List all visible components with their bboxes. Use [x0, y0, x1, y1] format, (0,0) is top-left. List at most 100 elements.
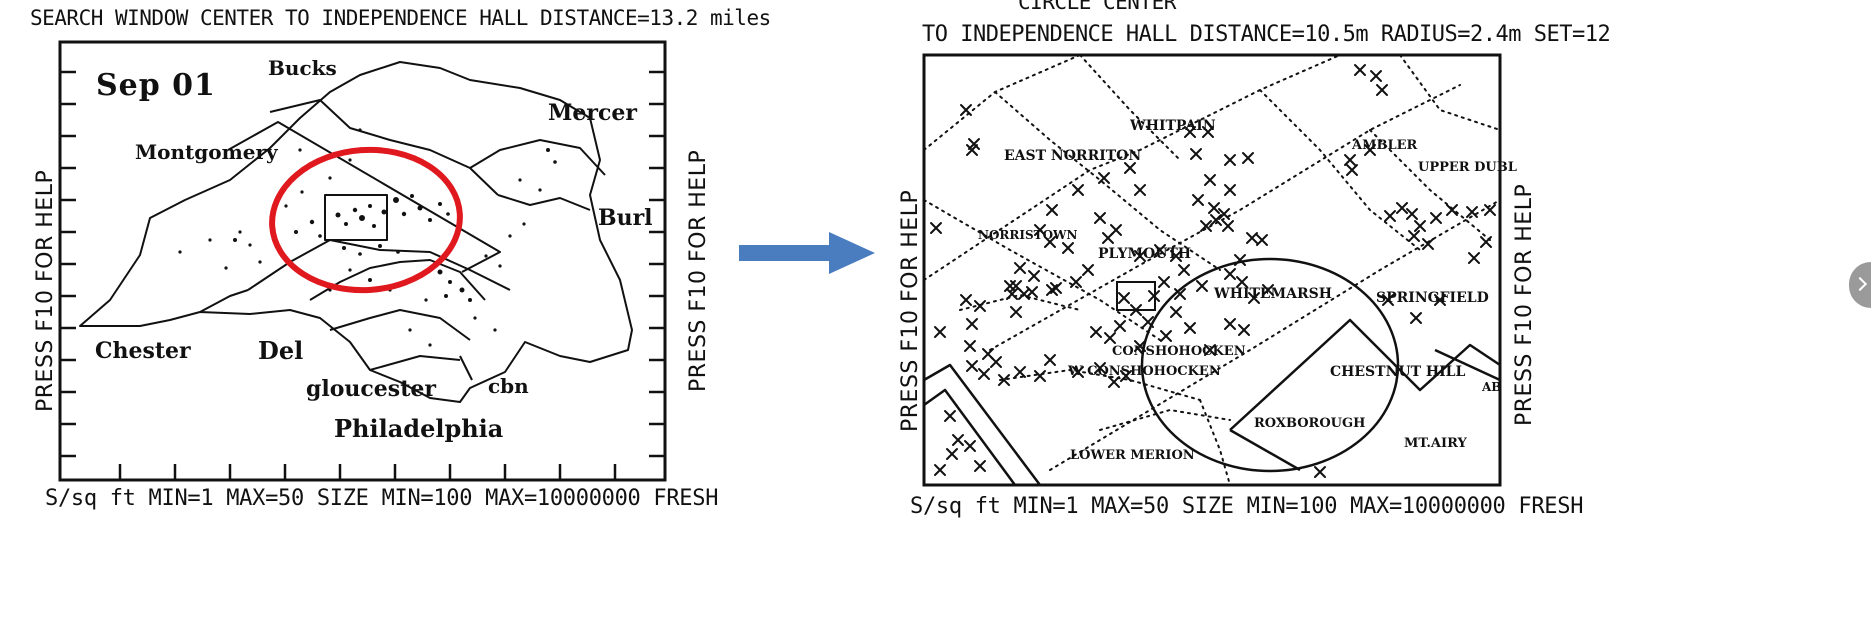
x-marker — [1414, 220, 1426, 232]
x-marker — [1070, 276, 1082, 288]
county-label-bucks: Bucks — [268, 56, 337, 80]
x-marker — [1072, 366, 1084, 378]
x-marker — [1170, 306, 1182, 318]
right-arrow-icon — [739, 232, 875, 274]
left-county-map — [79, 61, 633, 403]
x-marker — [1238, 324, 1250, 336]
x-marker — [1224, 154, 1236, 166]
x-marker — [1314, 466, 1326, 478]
x-marker — [1430, 212, 1442, 224]
x-marker — [1200, 220, 1212, 232]
x-marker — [1224, 268, 1236, 280]
x-marker — [1204, 344, 1216, 356]
x-marker — [1184, 322, 1196, 334]
x-marker — [1094, 362, 1106, 374]
twp-label-lower-merion: LOWER MERION — [1070, 448, 1195, 463]
x-marker — [978, 368, 990, 380]
x-marker — [934, 464, 946, 476]
x-marker — [1062, 242, 1074, 254]
x-marker — [1094, 212, 1106, 224]
x-marker — [1408, 230, 1420, 242]
x-marker — [1184, 126, 1196, 138]
x-marker — [1382, 294, 1394, 306]
x-marker — [1434, 294, 1446, 306]
county-label-philadelphia: Philadelphia — [334, 414, 504, 443]
county-label-gloucester: gloucester — [306, 376, 436, 402]
x-marker — [1034, 224, 1046, 236]
twp-label-whitpain: WHITPAIN — [1130, 118, 1216, 134]
x-marker — [1178, 264, 1190, 276]
x-marker — [1468, 252, 1480, 264]
x-marker — [1480, 236, 1492, 248]
x-marker — [1196, 280, 1208, 292]
twp-label-whitemarsh: WHITEMARSH — [1214, 286, 1332, 302]
x-marker — [1098, 172, 1110, 184]
right-map-footer: S/sq ft MIN=1 MAX=50 SIZE MIN=100 MAX=10… — [910, 494, 1584, 519]
x-marker — [974, 460, 986, 472]
twp-label-springfield: SPRINGFIELD — [1376, 290, 1489, 306]
x-marker — [1108, 376, 1120, 388]
x-marker — [1224, 318, 1236, 330]
county-label-burl: Burl — [598, 205, 653, 231]
left-date-label: Sep 01 — [96, 68, 216, 103]
x-marker — [1246, 232, 1258, 244]
x-marker — [1174, 288, 1186, 300]
x-marker — [960, 294, 972, 306]
twp-label-east-norriton: EAST NORRITON — [1004, 148, 1142, 164]
x-marker — [1072, 184, 1084, 196]
x-marker — [964, 340, 976, 352]
x-marker — [1218, 208, 1230, 220]
x-marker — [946, 448, 958, 460]
x-marker — [1210, 214, 1222, 226]
x-marker — [1422, 238, 1434, 250]
x-marker — [966, 360, 978, 372]
x-marker — [1104, 332, 1116, 344]
x-marker — [1224, 184, 1236, 196]
x-marker — [952, 434, 964, 446]
x-marker — [1262, 284, 1274, 296]
x-marker — [934, 326, 946, 338]
x-marker — [1148, 290, 1160, 302]
x-marker — [1236, 276, 1248, 288]
right-map — [922, 53, 1502, 487]
x-marker — [1410, 312, 1422, 324]
x-marker — [1118, 292, 1130, 304]
twp-label-norristown: NORRISTOWN — [978, 228, 1078, 242]
x-marker — [1014, 366, 1026, 378]
x-marker — [1384, 210, 1396, 222]
right-map-title-line2: TO INDEPENDENCE HALL DISTANCE=10.5m RADI… — [922, 22, 1611, 47]
x-marker — [1124, 162, 1136, 174]
x-marker — [1208, 202, 1220, 214]
x-marker — [1344, 154, 1356, 166]
x-marker — [1192, 194, 1204, 206]
x-marker — [1134, 184, 1146, 196]
x-marker — [944, 410, 956, 422]
x-marker — [1090, 326, 1102, 338]
x-marker — [1114, 320, 1126, 332]
x-marker — [1006, 288, 1018, 300]
x-marker — [966, 318, 978, 330]
x-marker — [974, 300, 986, 312]
x-marker — [1028, 270, 1040, 282]
x-marker — [1364, 144, 1376, 156]
twp-label-conshohocken: CONSHOHOCKEN — [1112, 344, 1246, 359]
x-marker — [1256, 234, 1268, 246]
x-marker — [1044, 236, 1056, 248]
x-marker — [960, 104, 972, 116]
county-label-montgomery: Montgomery — [135, 140, 278, 164]
x-marker — [1154, 244, 1166, 256]
x-marker — [1248, 292, 1260, 304]
x-marker — [1014, 262, 1026, 274]
left-map-title: SEARCH WINDOW CENTER TO INDEPENDENCE HAL… — [30, 6, 771, 30]
x-marker — [1142, 316, 1154, 328]
chevron-right-icon[interactable] — [1849, 262, 1871, 308]
x-marker — [1102, 232, 1114, 244]
x-marker — [1202, 126, 1214, 138]
x-marker — [1026, 286, 1038, 298]
x-marker — [1044, 354, 1056, 366]
x-marker — [1354, 64, 1366, 76]
x-marker — [1190, 148, 1202, 160]
x-marker — [1234, 254, 1246, 266]
x-marker — [1050, 282, 1062, 294]
x-marker — [930, 222, 942, 234]
